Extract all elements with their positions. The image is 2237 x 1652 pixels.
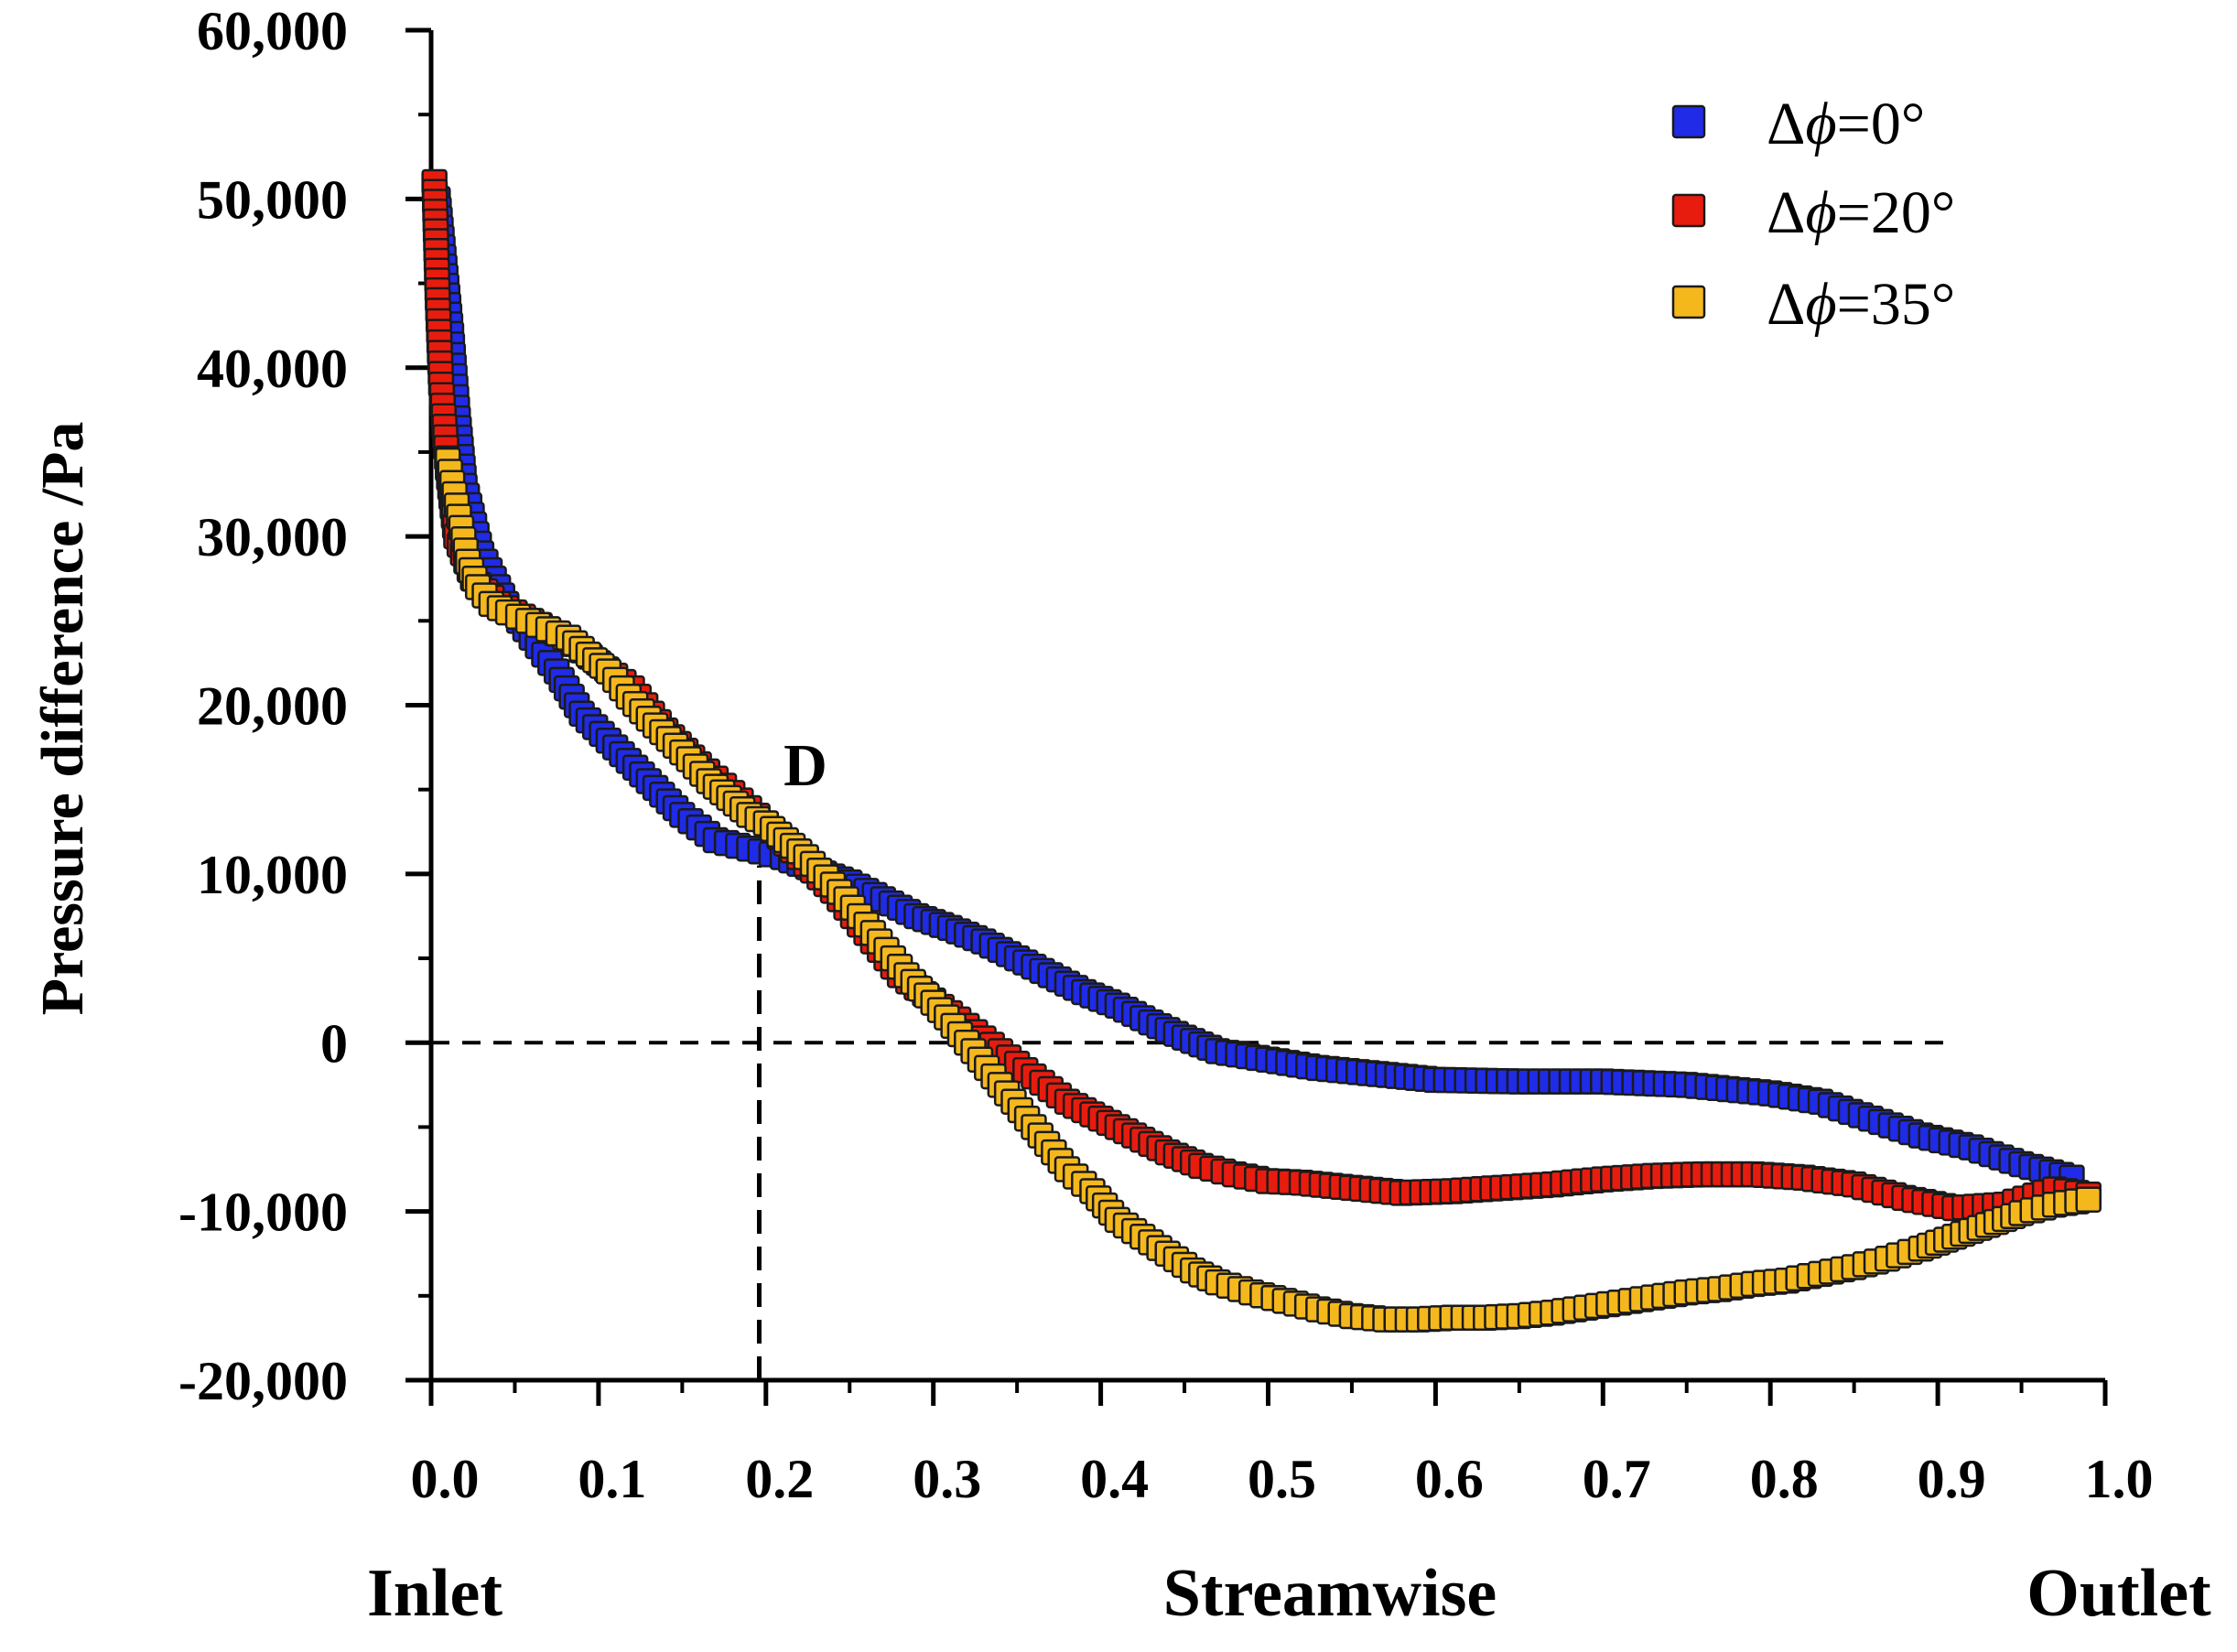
x-tick-label: 0.5 — [1248, 1449, 1316, 1509]
x-axis-outlet-label: Outlet — [2026, 1556, 2211, 1631]
legend-label: Δϕ=20° — [1767, 179, 1955, 246]
axis-labels: Pressure difference /Pa Streamwise Inlet… — [29, 422, 2211, 1631]
legend-marker — [1671, 104, 1706, 139]
series-2 — [435, 447, 2102, 1333]
x-tick-label: 0.8 — [1750, 1449, 1819, 1509]
legend-label: Δϕ=35° — [1767, 271, 1955, 338]
reference-lines — [431, 865, 1955, 1380]
x-axis-inlet-label: Inlet — [367, 1556, 503, 1631]
x-tick-label: 0.4 — [1080, 1449, 1149, 1509]
y-axis-title: Pressure difference /Pa — [29, 422, 96, 1016]
x-tick-label: 0.2 — [745, 1449, 814, 1509]
y-tick-label: 60,000 — [197, 1, 348, 61]
annotations: D — [783, 732, 827, 799]
x-tick-label: 0.9 — [1918, 1449, 1986, 1509]
x-axis-title: Streamwise — [1163, 1556, 1497, 1631]
axes: -20,000 -10,000 0 10,000 20,000 30,000 40,000 5… — [178, 1, 2153, 1509]
data-point — [2075, 1186, 2102, 1213]
legend-marker — [1671, 193, 1706, 228]
y-tick-label: 40,000 — [197, 339, 348, 399]
series-layer — [421, 168, 2102, 1333]
y-tick-label: -10,000 — [178, 1182, 348, 1243]
legend: Δϕ=0° Δϕ=20° Δϕ=35° — [1671, 91, 1955, 338]
x-tick-label: 0.6 — [1415, 1449, 1484, 1509]
x-tick-label: 0.0 — [411, 1449, 480, 1509]
y-tick-label: 20,000 — [197, 676, 348, 737]
y-tick-label: 30,000 — [197, 507, 348, 567]
legend-label: Δϕ=0° — [1767, 91, 1925, 157]
y-tick-label: 0 — [320, 1013, 348, 1074]
y-tick-label: 50,000 — [197, 169, 348, 230]
y-tick-label: 10,000 — [197, 845, 348, 905]
x-tick-label: 0.3 — [913, 1449, 981, 1509]
legend-marker — [1671, 285, 1706, 319]
x-tick-label: 1.0 — [2085, 1449, 2154, 1509]
x-tick-label: 0.1 — [578, 1449, 646, 1509]
y-tick-label: -20,000 — [178, 1351, 348, 1411]
annotation-point-d: D — [783, 732, 827, 799]
x-tick-label: 0.7 — [1583, 1449, 1651, 1509]
